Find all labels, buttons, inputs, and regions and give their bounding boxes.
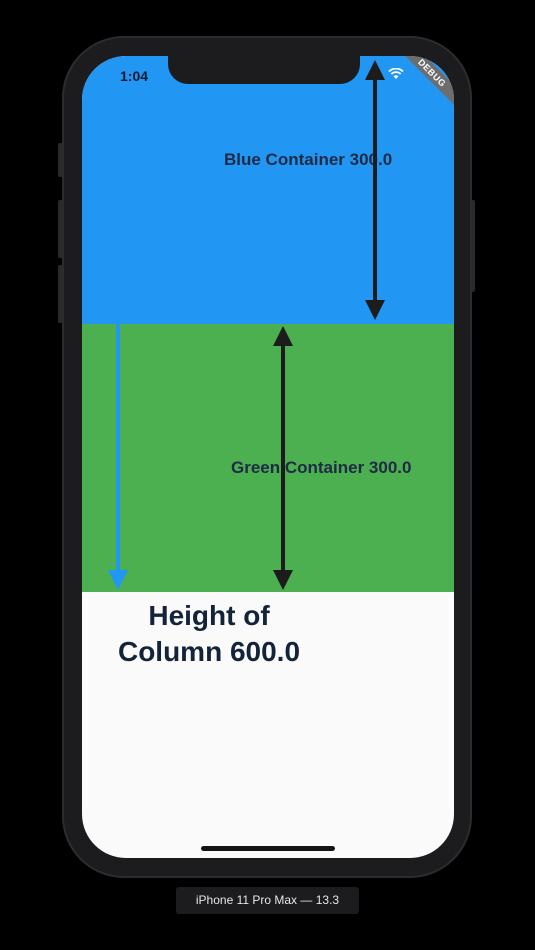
notch (168, 56, 360, 84)
blue-container (82, 56, 454, 324)
volume-up-button (58, 200, 63, 258)
volume-down-button (58, 265, 63, 323)
wifi-icon (388, 68, 404, 79)
dimension-arrows (108, 60, 385, 590)
status-bar-time: 1:04 (120, 68, 149, 84)
blue-container-label: Blue Container 300.0 (224, 150, 393, 169)
column-height-arrow (108, 324, 128, 590)
power-button (470, 200, 475, 292)
column-height-label: Height of Column 600.0 (117, 600, 301, 667)
blue-height-arrow (365, 60, 385, 320)
green-height-arrow (273, 326, 293, 590)
home-indicator[interactable] (201, 846, 335, 851)
green-container-label: Green Container 300.0 (231, 458, 412, 477)
device-name-caption: iPhone 11 Pro Max — 13.3 (176, 887, 359, 914)
phone-screen: Blue Container 300.0 Green Container 300… (82, 56, 454, 858)
mute-switch (58, 143, 63, 177)
green-container (82, 324, 454, 592)
